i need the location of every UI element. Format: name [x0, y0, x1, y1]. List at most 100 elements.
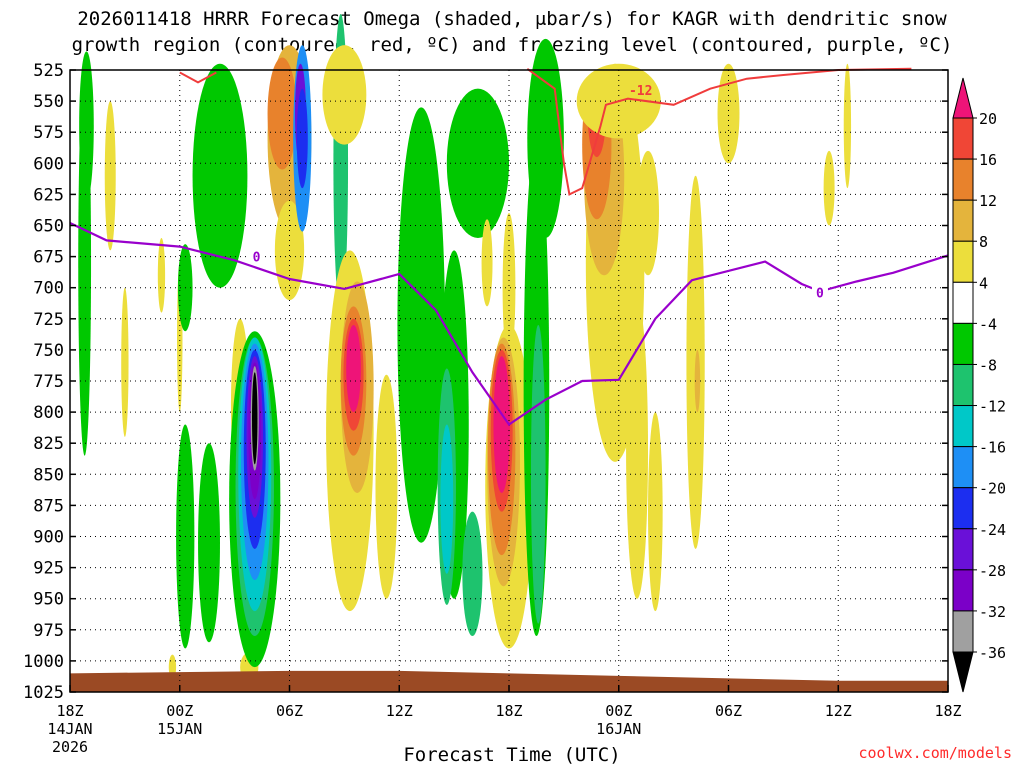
- omega-shade-62: [823, 150, 835, 226]
- omega-shade-58: [648, 412, 663, 612]
- colorbar-label--8: -8: [979, 356, 997, 374]
- y-tick-label-700: 700: [33, 279, 64, 299]
- colorbar-segment-2: [952, 199, 974, 242]
- omega-shade-34: [322, 45, 367, 145]
- x-tick-label-18: 12Z: [386, 702, 413, 720]
- y-tick-label-975: 975: [33, 621, 64, 641]
- y-tick-label-650: 650: [33, 217, 64, 237]
- x-tick-date-6: 15JAN: [157, 720, 202, 738]
- colorbar-label-8: 8: [979, 233, 988, 251]
- y-tick-label-900: 900: [33, 528, 64, 548]
- x-tick-label-48: 18Z: [934, 702, 961, 720]
- y-tick-label-725: 725: [33, 310, 64, 330]
- colorbar-segment-7: [952, 405, 974, 448]
- source-credit[interactable]: coolwx.com/models: [858, 744, 1012, 762]
- omega-shade-1: [79, 51, 94, 201]
- x-tick-date-30: 16JAN: [596, 720, 641, 738]
- colorbar-label-12: 12: [979, 192, 997, 210]
- x-tick-date-0: 14JAN: [47, 720, 92, 738]
- omega-shade-2: [104, 101, 116, 251]
- x-tick-label-30: 00Z: [605, 702, 632, 720]
- omega-shade-48: [493, 356, 510, 493]
- dgz-label: -12: [629, 84, 652, 99]
- colorbar-segment-12: [952, 610, 974, 653]
- omega-shade-4: [157, 237, 166, 313]
- colorbar-label-16: 16: [979, 151, 997, 169]
- freezing-label-left: 0: [253, 251, 261, 266]
- y-tick-label-750: 750: [33, 341, 64, 361]
- omega-shade-60: [694, 349, 701, 413]
- x-tick-label-6: 00Z: [166, 702, 193, 720]
- chart-title-line1: 2026011418 HRRR Forecast Omega (shaded, …: [77, 8, 947, 30]
- y-tick-label-800: 800: [33, 403, 64, 423]
- colorbar-segment-8: [952, 446, 974, 489]
- colorbar-label--4: -4: [979, 315, 997, 333]
- colorbar-label--20: -20: [979, 480, 1006, 498]
- x-axis-title: Forecast Time (UTC): [403, 744, 621, 766]
- omega-shade-36: [397, 107, 445, 543]
- y-tick-label-675: 675: [33, 248, 64, 268]
- colorbar-label-4: 4: [979, 274, 988, 292]
- omega-shade-33: [346, 325, 361, 413]
- omega-shade-57: [626, 300, 649, 599]
- colorbar-label--12: -12: [979, 398, 1006, 416]
- x-tick-label-12: 06Z: [276, 702, 303, 720]
- omega-shade-40: [462, 511, 483, 637]
- colorbar-segment-0: [952, 117, 974, 160]
- colorbar-segment-5: [952, 322, 974, 365]
- colorbar-label-20: 20: [979, 110, 997, 128]
- omega-shade-24: [252, 372, 258, 465]
- x-tick-year-0: 2026: [52, 738, 88, 756]
- colorbar-label--36: -36: [979, 644, 1006, 662]
- omega-shade-28: [296, 88, 308, 189]
- omega-shade-42: [481, 219, 493, 307]
- colorbar-label--32: -32: [979, 603, 1006, 621]
- colorbar-segment-11: [952, 569, 974, 612]
- chart-title-line2: growth region (contoured, red, ºC) and f…: [71, 34, 953, 56]
- omega-shade-3: [121, 287, 129, 437]
- y-tick-label-525: 525: [33, 61, 64, 81]
- freezing-label-right: 0: [816, 287, 824, 302]
- y-tick-label-875: 875: [33, 496, 64, 516]
- x-tick-label-0: 18Z: [56, 702, 83, 720]
- y-tick-label-825: 825: [33, 434, 64, 454]
- omega-shade-61: [843, 63, 852, 189]
- y-tick-label-1025: 1025: [23, 683, 64, 703]
- colorbar-top-arrow: [952, 77, 974, 119]
- omega-shade-13: [192, 63, 248, 288]
- colorbar-label--28: -28: [979, 562, 1006, 580]
- x-tick-label-24: 18Z: [495, 702, 522, 720]
- omega-shade-63: [717, 63, 740, 164]
- y-tick-label-625: 625: [33, 185, 64, 205]
- y-tick-label-600: 600: [33, 154, 64, 174]
- colorbar-segment-9: [952, 487, 974, 530]
- omega-shade-39: [440, 424, 454, 574]
- colorbar-segment-4: [952, 281, 974, 324]
- omega-shade-14: [267, 57, 297, 170]
- dgz-contour-minus12-left: [179, 71, 217, 84]
- y-tick-label-550: 550: [33, 92, 64, 112]
- omega-shade-50: [530, 325, 546, 624]
- dgz-contour-minus12: [526, 67, 912, 196]
- omega-shade-43: [502, 213, 516, 363]
- omega-shade-7: [198, 443, 220, 643]
- colorbar-segment-1: [952, 158, 974, 201]
- y-tick-label-575: 575: [33, 123, 64, 143]
- omega-shade-41: [446, 88, 509, 238]
- colorbar-bottom-arrow: [952, 651, 974, 693]
- colorbar-label--24: -24: [979, 521, 1006, 539]
- colorbar-label--16: -16: [979, 439, 1006, 457]
- colorbar-segment-6: [952, 363, 974, 407]
- y-tick-label-925: 925: [33, 559, 64, 579]
- y-tick-label-950: 950: [33, 590, 64, 610]
- y-tick-label-1000: 1000: [23, 652, 64, 672]
- x-tick-label-42: 12Z: [825, 702, 852, 720]
- omega-shade-64: [637, 150, 659, 276]
- colorbar-segment-3: [952, 240, 974, 283]
- colorbar-segment-10: [952, 528, 974, 571]
- y-tick-label-850: 850: [33, 465, 64, 485]
- freezing-label-left-bg: [248, 249, 265, 264]
- omega-shade-51: [527, 38, 564, 238]
- omega-shade-35: [375, 374, 398, 599]
